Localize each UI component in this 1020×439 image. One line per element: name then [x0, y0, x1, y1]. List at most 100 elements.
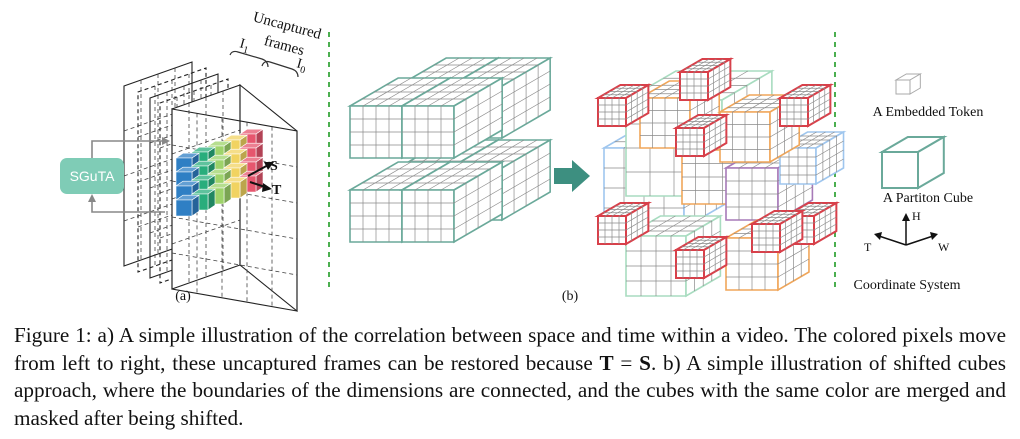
grid-line — [777, 186, 813, 208]
grid-line — [501, 83, 551, 113]
cube-front — [881, 151, 919, 189]
i0-subscript: 0 — [299, 64, 307, 76]
grid-line — [800, 84, 824, 99]
partition-cube-grid-shifted — [594, 57, 847, 298]
s-label: S — [270, 159, 278, 174]
grid-line — [807, 98, 831, 113]
panel-b-sublabel: (b) — [562, 289, 579, 304]
partition-cube-grid-original — [347, 56, 554, 244]
legend-token-label: A Embedded Token — [873, 105, 984, 120]
grid-line — [625, 216, 649, 231]
caption-suffix: . b) A simple illustration of shifted cu… — [14, 350, 1006, 430]
grid-line — [696, 114, 720, 129]
sguta-output-arrowhead — [88, 194, 96, 202]
partition-cube — [399, 76, 506, 160]
caption-eq-t: T — [599, 350, 614, 375]
s-arrowhead — [264, 162, 274, 170]
grid-line — [453, 116, 503, 146]
i1-brace — [229, 50, 269, 68]
token-side — [909, 73, 921, 95]
i1-label: I1 — [237, 36, 251, 56]
grid-line — [625, 98, 649, 113]
grid-line — [707, 72, 731, 87]
partition-cube — [399, 160, 506, 244]
frame-box-edge — [239, 83, 298, 312]
shift-arrow — [554, 160, 590, 192]
grid-line — [618, 202, 642, 217]
caption-prefix: Figure 1: a) A simple illustration of th… — [14, 323, 1006, 375]
grid-line — [777, 258, 810, 278]
grid-line — [779, 231, 803, 246]
grid-line — [703, 257, 727, 272]
sguta-output-arrow — [91, 200, 165, 213]
grid-line — [769, 132, 800, 150]
grid-line — [453, 103, 503, 133]
frame-grid-line — [123, 196, 193, 222]
i1-subscript: 1 — [242, 44, 250, 56]
colored-pixel-blocks — [175, 128, 264, 217]
shifted-cube-red — [676, 57, 735, 102]
frame-grid-line — [171, 252, 298, 276]
i0-letter: I — [295, 56, 304, 72]
caption-eq-sign: = — [613, 350, 640, 375]
grid-line — [388, 161, 438, 191]
i0-brace — [261, 60, 299, 78]
t-label: T — [272, 183, 282, 198]
grid-line — [440, 77, 490, 107]
embedded-token-icon — [894, 73, 923, 95]
t-arrowhead — [262, 183, 272, 192]
grid-line — [707, 79, 731, 94]
grid-line — [388, 77, 438, 107]
grid-line — [813, 216, 837, 231]
shifted-cube-red — [776, 83, 835, 128]
sguta-box — [60, 158, 124, 194]
grid-line — [501, 165, 551, 195]
pixel-front — [175, 199, 193, 217]
grid-line — [700, 58, 724, 73]
grid-line — [670, 215, 706, 237]
grid-line — [807, 105, 831, 120]
sguta-input-arrow — [91, 140, 164, 158]
grid-line — [772, 210, 796, 225]
frame-box-edge — [171, 108, 298, 312]
grid-line — [453, 187, 503, 217]
figure-caption: Figure 1: a) A simple illustration of th… — [14, 322, 1006, 432]
grid-line — [618, 84, 642, 99]
grid-line — [815, 158, 844, 176]
grid-line — [779, 224, 803, 239]
frame-grid-line — [171, 216, 298, 240]
grid-line — [453, 200, 503, 230]
shifted-cube-red — [748, 209, 807, 254]
legend: A Embedded Token A Partiton Cube H T W C… — [854, 73, 984, 293]
grid-line — [806, 202, 830, 217]
panel-b-shifted-cubes: (b) — [347, 56, 847, 304]
panel-a-sublabel: (a) — [175, 289, 191, 304]
grid-line — [815, 149, 844, 167]
cube-side — [917, 135, 945, 190]
grid-line — [703, 128, 727, 143]
legend-coord-label: Coordinate System — [854, 278, 961, 293]
shifted-cube-red — [594, 83, 653, 128]
i1-letter: I — [238, 36, 247, 52]
partition-cube-icon — [878, 135, 948, 190]
figure-1: S T SGuTA Uncaptured frames I1 I0 (a) (b… — [60, 9, 984, 312]
grid-line — [806, 131, 835, 149]
sguta-label: SGuTA — [70, 168, 116, 184]
shifted-cube-red — [594, 201, 653, 246]
legend-cube-label: A Partiton Cube — [883, 191, 973, 206]
shifted-cube-red — [672, 235, 731, 280]
shifted-cube-red — [672, 113, 731, 158]
grid-line — [813, 223, 837, 238]
grid-line — [703, 135, 727, 150]
frame-grid-line — [171, 219, 241, 245]
grid-line — [501, 96, 551, 126]
i0-label: I0 — [294, 56, 308, 76]
sguta-input-arrowhead — [162, 137, 170, 145]
grid-line — [625, 105, 649, 120]
grid-line — [703, 250, 727, 265]
grid-line — [777, 245, 810, 265]
axis-w-label: W — [938, 240, 950, 254]
axis-t-label: T — [864, 240, 872, 254]
grid-line — [501, 178, 551, 208]
caption-eq-s: S — [639, 350, 651, 375]
